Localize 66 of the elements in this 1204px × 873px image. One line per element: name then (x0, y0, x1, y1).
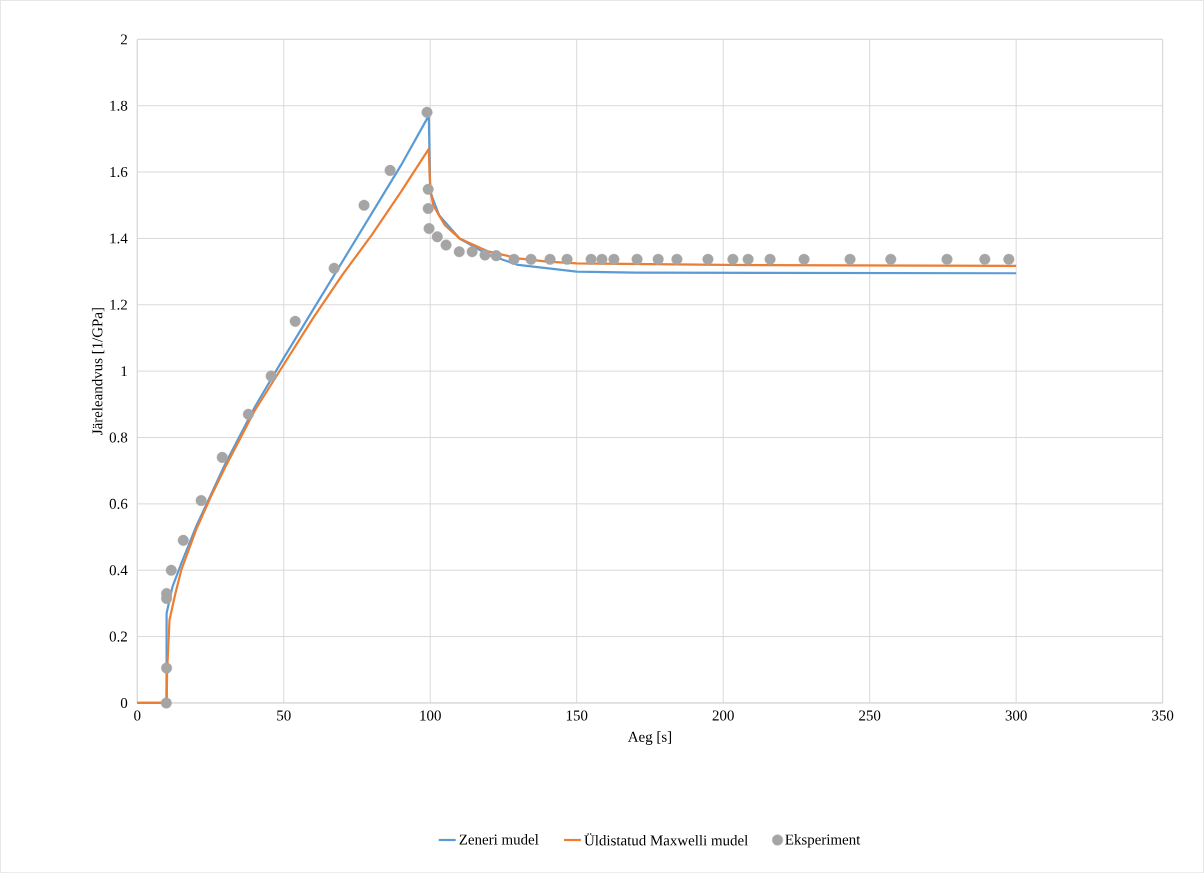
y-tick-label: 0.2 (109, 631, 127, 642)
y-tick-label: 1.6 (110, 166, 128, 178)
point (216, 451, 228, 463)
y-axis-title: Järeleandvus [1/GPa] (91, 308, 105, 435)
x-tick-label: 0 (134, 710, 141, 721)
point (160, 697, 172, 709)
y-tick-label: 1 (121, 366, 127, 376)
point (652, 253, 664, 265)
point (453, 246, 465, 258)
point (596, 253, 608, 265)
point (631, 253, 643, 265)
point (544, 253, 556, 265)
x-axis-title: Aeg [s] (627, 731, 672, 745)
x-tick-label: 50 (277, 710, 291, 721)
point (423, 222, 435, 234)
point (242, 408, 254, 420)
point (195, 494, 207, 506)
y-tick-label: 1.2 (110, 299, 127, 310)
legend-label: Zeneri mudel (459, 833, 539, 845)
point (177, 534, 189, 546)
point (161, 662, 173, 674)
point (490, 250, 502, 262)
x-tick-label: 300 (1005, 710, 1027, 721)
y-tick-label: 1.4 (110, 233, 128, 244)
point (289, 315, 301, 327)
point (165, 564, 177, 576)
legend-label: Eksperiment (785, 833, 861, 848)
point (941, 253, 953, 265)
point (671, 253, 683, 265)
point (561, 253, 573, 265)
point (384, 164, 396, 176)
point (885, 253, 897, 265)
point (466, 246, 478, 258)
y-tick-label: 0.4 (109, 565, 128, 576)
point (764, 253, 776, 265)
y-tick-label: 0 (120, 697, 128, 708)
point (727, 253, 739, 265)
x-tick-label: 250 (859, 710, 881, 721)
y-tick-label: 1.8 (110, 100, 128, 111)
point (421, 106, 433, 118)
x-tick-label: 350 (1152, 710, 1174, 721)
point (844, 253, 856, 265)
x-tick-label: 150 (566, 710, 588, 721)
point (431, 231, 443, 243)
point (358, 199, 370, 211)
point (585, 253, 597, 265)
y-tick-label: 0.8 (109, 432, 128, 443)
x-tick-label: 100 (420, 710, 441, 721)
point (422, 183, 434, 195)
point (1003, 253, 1015, 265)
point (265, 370, 277, 382)
point (422, 202, 434, 214)
y-tick-label: 2 (120, 34, 127, 45)
x-tick-label: 200 (712, 710, 734, 721)
point (608, 253, 620, 265)
y-tick-label: 0.6 (109, 498, 128, 509)
point (508, 253, 520, 265)
point (328, 262, 340, 274)
point (798, 253, 810, 265)
legend-label: Üldistatud Maxwelli mudel (584, 833, 748, 846)
point (702, 253, 714, 265)
point (479, 249, 491, 261)
point (440, 239, 452, 251)
point (742, 253, 754, 265)
point (525, 253, 537, 265)
point (979, 253, 991, 265)
